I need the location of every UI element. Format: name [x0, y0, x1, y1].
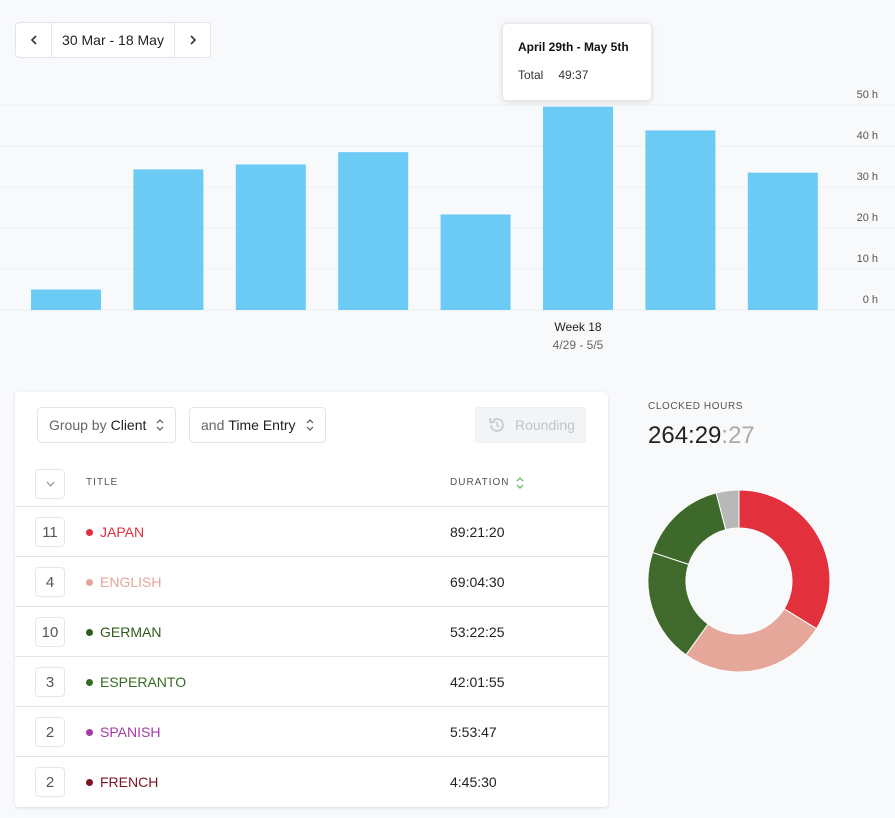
- tooltip-total-row: Total 49:37: [518, 68, 636, 82]
- row-title-text: FRENCH: [100, 774, 159, 790]
- table-row[interactable]: 4 ENGLISH 69:04:30: [15, 557, 608, 607]
- table-row[interactable]: 3 ESPERANTO 42:01:55: [15, 657, 608, 707]
- client-color-dot: [86, 678, 93, 686]
- bar-tooltip: April 29th - May 5th Total 49:37: [502, 23, 652, 101]
- y-tick-label: 0 h: [863, 294, 878, 306]
- row-duration: 69:04:30: [450, 574, 505, 590]
- y-tick-label: 10 h: [857, 253, 878, 265]
- client-color-dot: [86, 528, 93, 536]
- select-all-checkbox[interactable]: [35, 469, 65, 499]
- row-count-badge[interactable]: 2: [35, 767, 65, 797]
- sort-icon[interactable]: [515, 476, 525, 490]
- row-duration: 5:53:47: [450, 724, 497, 740]
- group-by-value: Client: [110, 417, 147, 433]
- row-title[interactable]: ENGLISH: [86, 574, 161, 590]
- donut-slice[interactable]: [715, 490, 740, 531]
- rounding-button[interactable]: Rounding: [475, 407, 586, 443]
- clocked-hours-seconds: :27: [721, 422, 755, 449]
- date-range-picker: 30 Mar - 18 May: [15, 22, 211, 58]
- y-tick-label: 30 h: [857, 171, 878, 183]
- clocked-hours-value: 264:29:27: [648, 422, 755, 450]
- client-color-dot: [86, 578, 93, 586]
- chart-bar[interactable]: [235, 164, 306, 310]
- chart-bar[interactable]: [747, 172, 818, 310]
- row-title[interactable]: JAPAN: [86, 524, 144, 540]
- weekly-hours-bar-chart: 50 h 40 h 30 h 20 h 10 h 0 h Week 18 4/29 - 5/5: [0, 89, 895, 352]
- client-color-dot: [86, 778, 93, 786]
- chart-bar[interactable]: [31, 289, 101, 311]
- table-row[interactable]: 10 GERMAN 53:22:25: [15, 607, 608, 657]
- subgroup-value: Time Entry: [228, 417, 296, 433]
- table-row[interactable]: 2 SPANISH 5:53:47: [15, 707, 608, 757]
- report-panel: Group by Client and Time Entry Rounding …: [15, 392, 608, 807]
- row-title[interactable]: FRENCH: [86, 774, 158, 790]
- group-by-select[interactable]: Group by Client: [37, 407, 177, 443]
- row-title-text: GERMAN: [100, 624, 162, 640]
- row-count-badge[interactable]: 10: [35, 617, 65, 647]
- row-duration: 4:45:30: [450, 774, 497, 790]
- chart-bar[interactable]: [645, 130, 716, 310]
- updown-icon: [156, 419, 164, 431]
- row-duration: 53:22:25: [450, 624, 505, 640]
- chart-bar[interactable]: [440, 214, 511, 310]
- clocked-hours-hm: 264:29: [648, 422, 722, 449]
- donut-slice[interactable]: [738, 490, 830, 630]
- row-title[interactable]: ESPERANTO: [86, 674, 186, 690]
- y-tick-label: 50 h: [857, 89, 878, 101]
- row-title-text: ENGLISH: [100, 574, 162, 590]
- clocked-hours-label: CLOCKED HOURS: [648, 401, 744, 412]
- donut-slice[interactable]: [685, 608, 818, 672]
- chevron-down-icon: [46, 481, 54, 487]
- title-column-header[interactable]: TITLE: [86, 477, 119, 488]
- clocked-hours-donut-chart: [648, 490, 830, 672]
- row-count-badge[interactable]: 4: [35, 567, 65, 597]
- tooltip-total-value: 49:37: [558, 68, 589, 82]
- group-by-prefix: Group by: [49, 417, 107, 433]
- table-row[interactable]: 2 FRENCH 4:45:30: [15, 757, 608, 807]
- subgroup-prefix: and: [201, 417, 225, 433]
- y-tick-label: 20 h: [857, 212, 878, 224]
- chevron-right-icon: [189, 35, 196, 45]
- x-category-sublabel: 4/29 - 5/5: [553, 338, 604, 352]
- row-duration: 89:21:20: [450, 524, 505, 540]
- client-color-dot: [86, 728, 93, 736]
- chart-bar[interactable]: [338, 152, 409, 310]
- row-duration: 42:01:55: [450, 674, 505, 690]
- rounding-icon: [489, 417, 504, 432]
- row-title-text: ESPERANTO: [100, 674, 187, 690]
- rounding-label: Rounding: [515, 417, 575, 433]
- y-tick-label: 40 h: [857, 130, 878, 142]
- row-count-badge[interactable]: 2: [35, 717, 65, 747]
- x-category-label: Week 18: [554, 320, 601, 334]
- row-title-text: JAPAN: [100, 524, 145, 540]
- updown-icon: [306, 419, 314, 431]
- date-range-label[interactable]: 30 Mar - 18 May: [51, 23, 175, 57]
- chart-bar[interactable]: [133, 169, 204, 310]
- chart-bar[interactable]: [543, 106, 613, 310]
- row-title-text: SPANISH: [100, 724, 161, 740]
- subgroup-select[interactable]: and Time Entry: [189, 407, 326, 443]
- row-title[interactable]: SPANISH: [86, 724, 160, 740]
- prev-range-button[interactable]: [16, 23, 51, 57]
- tooltip-title: April 29th - May 5th: [518, 40, 629, 54]
- chevron-left-icon: [30, 35, 37, 45]
- row-count-badge[interactable]: 3: [35, 667, 65, 697]
- donut-slice[interactable]: [651, 492, 727, 565]
- tooltip-total-label: Total: [518, 68, 544, 82]
- row-title[interactable]: GERMAN: [86, 624, 161, 640]
- table-header: TITLE DURATION: [15, 467, 608, 507]
- client-color-dot: [86, 628, 93, 636]
- duration-column-header[interactable]: DURATION: [450, 477, 510, 488]
- row-count-badge[interactable]: 11: [35, 517, 65, 547]
- table-row[interactable]: 11 JAPAN 89:21:20: [15, 507, 608, 557]
- next-range-button[interactable]: [175, 23, 210, 57]
